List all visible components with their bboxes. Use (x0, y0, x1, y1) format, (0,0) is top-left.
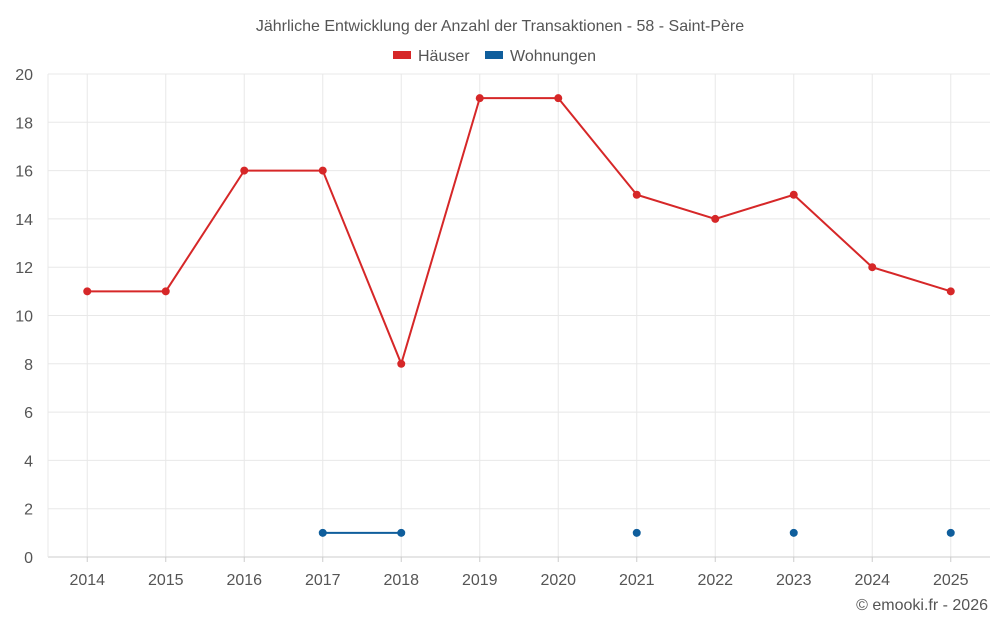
y-tick-label: 8 (24, 357, 33, 374)
x-tick-label: 2018 (383, 572, 419, 589)
legend: Häuser Wohnungen (393, 48, 596, 65)
y-tick-label: 12 (15, 260, 33, 277)
legend-item-wohnungen[interactable]: Wohnungen (485, 48, 596, 65)
data-point-haeuser[interactable] (789, 190, 798, 199)
x-tick-label: 2017 (305, 572, 341, 589)
x-tick-label: 2023 (776, 572, 812, 589)
data-point-haeuser[interactable] (554, 94, 563, 103)
data-point-haeuser[interactable] (240, 166, 249, 175)
credit-text: © emooki.fr - 2026 (856, 597, 988, 614)
legend-item-haeuser[interactable]: Häuser (393, 48, 470, 65)
data-point-wohnungen[interactable] (789, 528, 798, 537)
y-tick-label: 0 (24, 550, 33, 567)
grid (48, 73, 990, 558)
y-tick-label: 20 (15, 67, 33, 84)
data-point-haeuser[interactable] (711, 214, 720, 223)
x-tick-label: 2022 (697, 572, 733, 589)
data-point-haeuser[interactable] (868, 263, 877, 272)
data-point-haeuser[interactable] (475, 94, 484, 103)
series-line-haeuser (87, 97, 952, 367)
y-tick-label: 18 (15, 115, 33, 132)
data-point-haeuser[interactable] (83, 287, 92, 296)
y-tick-label: 16 (15, 164, 33, 181)
series-layer (83, 94, 955, 537)
y-tick-label: 4 (24, 453, 33, 470)
legend-label-wohnungen: Wohnungen (510, 48, 596, 65)
legend-label-haeuser: Häuser (418, 48, 470, 65)
data-point-haeuser[interactable] (318, 166, 327, 175)
y-tick-label: 14 (15, 212, 33, 229)
y-tick-label: 6 (24, 405, 33, 422)
data-point-wohnungen[interactable] (946, 528, 955, 537)
data-point-haeuser[interactable] (161, 287, 170, 296)
x-tick-label: 2015 (148, 572, 184, 589)
legend-swatch-haeuser (393, 51, 411, 59)
data-point-wohnungen[interactable] (632, 528, 641, 537)
legend-swatch-wohnungen (485, 51, 503, 59)
x-tick-label: 2020 (540, 572, 576, 589)
y-tick-label: 2 (24, 502, 33, 519)
axes: 0 2 4 6 8 10 12 14 16 18 20 2014 2015 2016 2017 2018 201… (15, 67, 990, 589)
x-tick-label: 2025 (933, 572, 969, 589)
x-tick-label: 2024 (854, 572, 890, 589)
y-tick-label: 10 (15, 309, 33, 326)
data-point-wohnungen[interactable] (397, 528, 406, 537)
data-point-haeuser[interactable] (397, 359, 406, 368)
x-tick-label: 2014 (69, 572, 105, 589)
data-point-haeuser[interactable] (632, 190, 641, 199)
x-tick-label: 2016 (226, 572, 262, 589)
chart-title: Jährliche Entwicklung der Anzahl der Tra… (256, 18, 744, 35)
data-point-wohnungen[interactable] (318, 528, 327, 537)
x-tick-label: 2019 (462, 572, 498, 589)
x-tick-label: 2021 (619, 572, 655, 589)
data-point-haeuser[interactable] (946, 287, 955, 296)
